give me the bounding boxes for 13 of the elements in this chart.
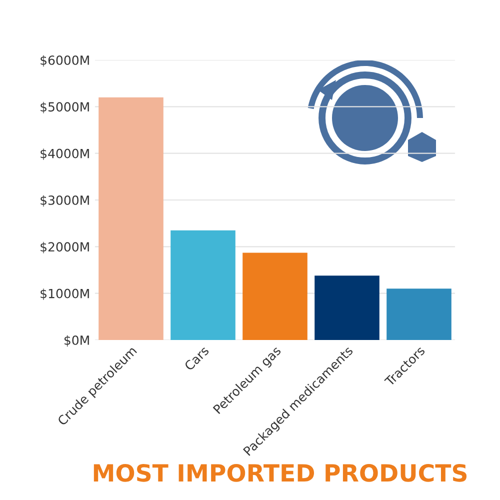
y-tick-label: $1000M: [40, 288, 89, 300]
y-tick-label: $4000M: [40, 148, 89, 160]
y-tick-label: $3000M: [40, 195, 89, 207]
bar: [314, 276, 380, 340]
bar: [170, 230, 236, 340]
bar: [386, 288, 452, 340]
bar: [98, 97, 164, 340]
text: MOST IMPORTED PRODUCTS: [94, 464, 467, 482]
y-tick-label: $2000M: [40, 242, 89, 254]
y-tick-label: $0M: [64, 335, 89, 347]
y-tick-label: $5000M: [40, 102, 89, 114]
y-tick-label: $6000M: [40, 55, 89, 67]
bar: [242, 252, 308, 340]
